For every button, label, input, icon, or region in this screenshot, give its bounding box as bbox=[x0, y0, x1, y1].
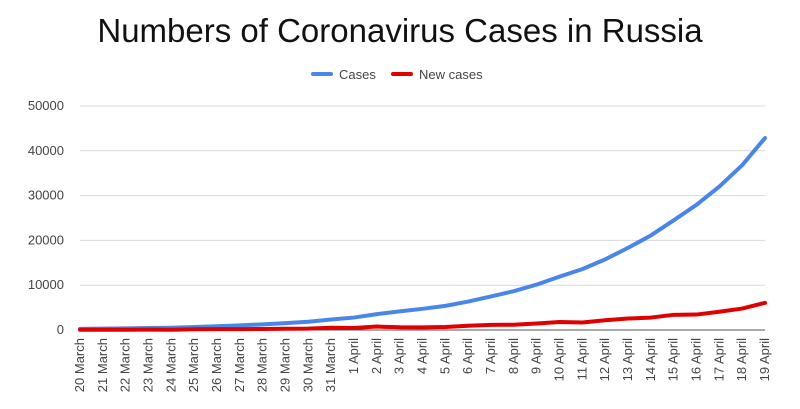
x-tick-label: 19 April bbox=[757, 338, 772, 381]
x-tick-label: 3 April bbox=[392, 338, 407, 374]
x-tick-label: 1 April bbox=[346, 338, 361, 374]
x-tick-label: 12 April bbox=[597, 338, 612, 381]
x-tick-label: 6 April bbox=[460, 338, 475, 374]
x-tick-label: 20 March bbox=[72, 338, 87, 392]
y-tick-label: 20000 bbox=[28, 232, 64, 247]
series-line-cases bbox=[78, 136, 767, 331]
x-tick-label: 24 March bbox=[163, 338, 178, 392]
x-tick-label: 22 March bbox=[118, 338, 133, 392]
x-tick-label: 2 April bbox=[369, 338, 384, 374]
x-tick-label: 18 April bbox=[734, 338, 749, 381]
x-tick-label: 29 March bbox=[278, 338, 293, 392]
y-tick-label: 40000 bbox=[28, 143, 64, 158]
x-tick-label: 25 March bbox=[186, 338, 201, 392]
x-tick-label: 17 April bbox=[711, 338, 726, 381]
y-tick-label: 50000 bbox=[28, 98, 64, 113]
y-tick-label: 30000 bbox=[28, 188, 64, 203]
x-tick-label: 23 March bbox=[141, 338, 156, 392]
legend-label: New cases bbox=[419, 67, 483, 82]
x-tick-label: 31 March bbox=[323, 338, 338, 392]
x-tick-label: 8 April bbox=[506, 338, 521, 374]
x-tick-label: 16 April bbox=[689, 338, 704, 381]
x-tick-label: 14 April bbox=[643, 338, 658, 381]
x-tick-label: 15 April bbox=[666, 338, 681, 381]
x-tick-label: 11 April bbox=[574, 338, 589, 381]
x-tick-label: 7 April bbox=[483, 338, 498, 374]
x-tick-label: 26 March bbox=[209, 338, 224, 392]
x-tick-label: 10 April bbox=[552, 338, 567, 381]
x-tick-label: 30 March bbox=[300, 338, 315, 392]
y-tick-label: 10000 bbox=[28, 277, 64, 292]
x-tick-label: 28 March bbox=[255, 338, 270, 392]
x-tick-label: 21 March bbox=[95, 338, 110, 392]
x-tick-label: 13 April bbox=[620, 338, 635, 381]
x-tick-label: 27 March bbox=[232, 338, 247, 392]
legend-label: Cases bbox=[339, 67, 376, 82]
chart-title: Numbers of Coronavirus Cases in Russia bbox=[97, 12, 703, 49]
x-tick-label: 4 April bbox=[415, 338, 430, 374]
y-tick-label: 0 bbox=[57, 322, 64, 337]
x-tick-label: 9 April bbox=[529, 338, 544, 374]
series-line-new-cases bbox=[78, 300, 767, 332]
x-tick-label: 5 April bbox=[437, 338, 452, 374]
